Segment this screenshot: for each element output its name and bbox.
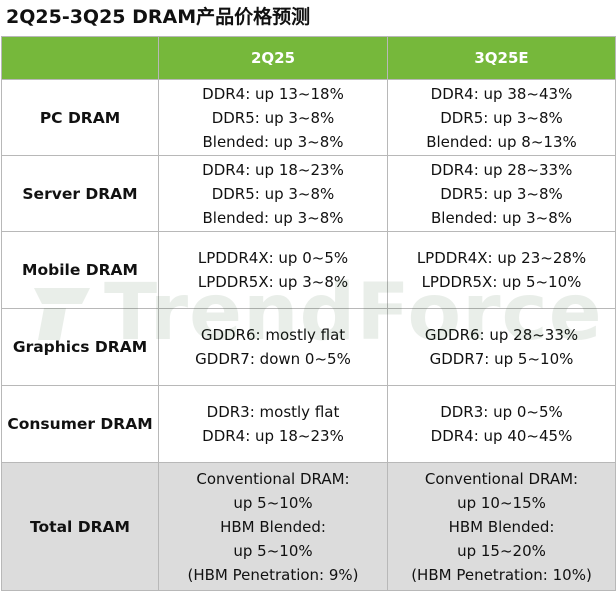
cell-line: DDR4: up 13~18% — [202, 84, 344, 103]
table-row-server-dram: Server DRAM DDR4: up 18~23% DDR5: up 3~8… — [1, 155, 616, 232]
cell-line: (HBM Penetration: 9%) — [187, 565, 359, 584]
cell-line: Conventional DRAM: — [424, 469, 579, 488]
cell-line: DDR5: up 3~8% — [440, 108, 563, 127]
cell-server-dram-3q25e: DDR4: up 28~33% DDR5: up 3~8% Blended: u… — [387, 155, 616, 232]
cell-line: up 10~15% — [457, 493, 546, 512]
cell-consumer-dram-2q25: DDR3: mostly flat DDR4: up 18~23% — [158, 385, 388, 463]
cell-line: DDR4: up 28~33% — [430, 160, 573, 179]
cell-line: LPDDR4X: up 23~28% — [416, 249, 587, 267]
cell-line: DDR5: up 3~8% — [211, 108, 335, 127]
cell-line: HBM Blended: — [220, 517, 326, 536]
cell-line: up 5~10% — [233, 541, 313, 560]
row-label-graphics-dram: Graphics DRAM — [1, 308, 159, 386]
cell-pc-dram-3q25e: DDR4: up 38~43% DDR5: up 3~8% Blended: u… — [387, 79, 616, 156]
cell-line: DDR4: up 18~23% — [202, 160, 344, 179]
cell-graphics-dram-2q25: GDDR6: mostly flat GDDR7: down 0~5% — [158, 308, 388, 386]
cell-mobile-dram-2q25: LPDDR4X: up 0~5% LPDDR5X: up 3~8% — [158, 231, 388, 309]
cell-server-dram-2q25: DDR4: up 18~23% DDR5: up 3~8% Blended: u… — [158, 155, 388, 232]
table-row-consumer-dram: Consumer DRAM DDR3: mostly flat DDR4: up… — [1, 385, 616, 463]
page-title: 2Q25-3Q25 DRAM产品价格预测 — [6, 6, 311, 28]
table-row-mobile-dram: Mobile DRAM LPDDR4X: up 0~5% LPDDR5X: up… — [1, 231, 616, 309]
cell-line: Blended: up 3~8% — [431, 208, 572, 227]
cell-total-dram-3q25e: Conventional DRAM: up 10~15% HBM Blended… — [387, 462, 616, 591]
cell-line: DDR4: up 40~45% — [430, 427, 573, 445]
cell-line: DDR4: up 18~23% — [202, 427, 344, 445]
cell-line: LPDDR5X: up 3~8% — [197, 273, 349, 291]
cell-graphics-dram-3q25e: GDDR6: up 28~33% GDDR7: up 5~10% — [387, 308, 616, 386]
cell-line: DDR5: up 3~8% — [211, 184, 335, 203]
row-label-pc-dram: PC DRAM — [1, 79, 159, 156]
cell-line: DDR3: up 0~5% — [440, 403, 563, 421]
cell-line: up 15~20% — [457, 541, 546, 560]
header-blank-cell — [1, 36, 159, 80]
row-label-total-dram: Total DRAM — [1, 462, 159, 591]
cell-line: up 5~10% — [233, 493, 313, 512]
cell-line: GDDR7: up 5~10% — [429, 350, 574, 368]
row-label-server-dram: Server DRAM — [1, 155, 159, 232]
table-row-total-dram: Total DRAM Conventional DRAM: up 5~10% H… — [1, 462, 616, 591]
dram-price-forecast-table: 2Q25 3Q25E PC DRAM DDR4: up 13~18% DDR5:… — [1, 36, 616, 591]
cell-line: HBM Blended: — [448, 517, 555, 536]
cell-line: LPDDR4X: up 0~5% — [197, 249, 349, 267]
cell-mobile-dram-3q25e: LPDDR4X: up 23~28% LPDDR5X: up 5~10% — [387, 231, 616, 309]
cell-total-dram-2q25: Conventional DRAM: up 5~10% HBM Blended:… — [158, 462, 388, 591]
cell-line: LPDDR5X: up 5~10% — [421, 273, 582, 291]
cell-line: GDDR6: up 28~33% — [424, 326, 579, 344]
table-row-graphics-dram: Graphics DRAM GDDR6: mostly flat GDDR7: … — [1, 308, 616, 386]
cell-line: GDDR6: mostly flat — [200, 326, 346, 344]
row-label-mobile-dram: Mobile DRAM — [1, 231, 159, 309]
table-row-pc-dram: PC DRAM DDR4: up 13~18% DDR5: up 3~8% Bl… — [1, 79, 616, 156]
cell-line: (HBM Penetration: 10%) — [411, 565, 592, 584]
header-3q25e: 3Q25E — [387, 36, 616, 80]
cell-line: DDR4: up 38~43% — [430, 84, 573, 103]
table-header-row: 2Q25 3Q25E — [1, 36, 616, 80]
cell-consumer-dram-3q25e: DDR3: up 0~5% DDR4: up 40~45% — [387, 385, 616, 463]
cell-line: GDDR7: down 0~5% — [195, 350, 351, 368]
cell-line: DDR5: up 3~8% — [440, 184, 563, 203]
cell-line: Blended: up 8~13% — [426, 132, 577, 151]
header-2q25: 2Q25 — [158, 36, 388, 80]
cell-line: DDR3: mostly flat — [206, 403, 340, 421]
row-label-consumer-dram: Consumer DRAM — [1, 385, 159, 463]
cell-line: Conventional DRAM: — [196, 469, 350, 488]
cell-pc-dram-2q25: DDR4: up 13~18% DDR5: up 3~8% Blended: u… — [158, 79, 388, 156]
cell-line: Blended: up 3~8% — [202, 208, 344, 227]
cell-line: Blended: up 3~8% — [202, 132, 344, 151]
